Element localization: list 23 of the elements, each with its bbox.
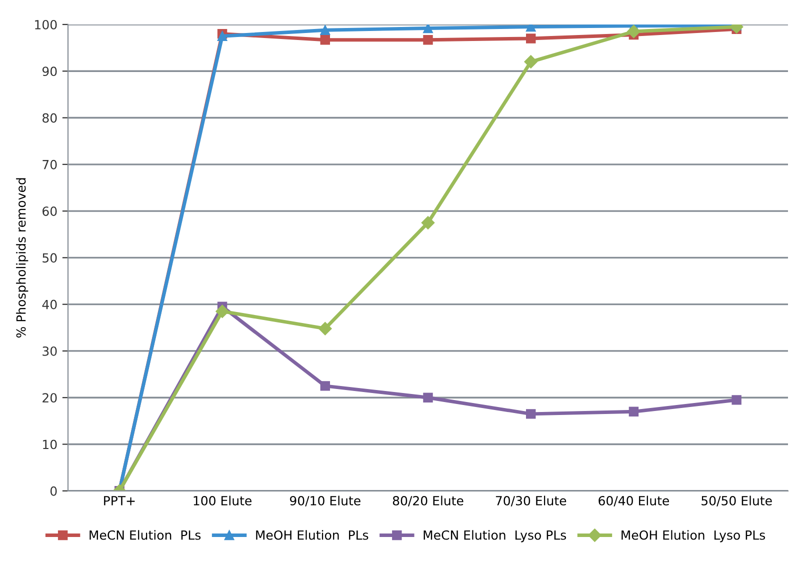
y-tick-label: 40	[42, 300, 57, 310]
y-tick-label: 100	[35, 20, 57, 30]
x-tick-label: 50/50 Elute	[702, 496, 772, 506]
legend-label: MeOH Elution PLs	[256, 530, 368, 540]
x-tick-label: 80/20 Elute	[392, 496, 464, 506]
y-tick-label: 90	[42, 66, 57, 76]
y-tick-label: 80	[42, 113, 57, 123]
y-tick-label: 70	[42, 160, 57, 170]
y-tick-label: 30	[42, 346, 57, 356]
legend-label: MeCN Elution Lyso PLs	[424, 530, 566, 542]
legend-label: MeOH Elution Lyso PLs	[622, 530, 766, 542]
y-tick-label: 50	[42, 253, 57, 263]
y-axis-title: % Phospholipids removed	[16, 178, 28, 338]
x-tick-label: PPT+	[104, 496, 135, 506]
x-tick-label: 90/10 Elute	[290, 496, 360, 506]
x-tick-label: 60/40 Elute	[598, 496, 669, 506]
x-tick-label: 70/30 Elute	[496, 496, 566, 506]
y-tick-label: 10	[43, 440, 57, 450]
y-tick-label: 60	[42, 206, 57, 216]
y-tick-label: 20	[42, 393, 57, 403]
y-tick-label: 0	[50, 486, 57, 496]
x-tick-label: 100 Elute	[194, 496, 252, 506]
legend-label: MeCN Elution PLs	[90, 530, 201, 540]
